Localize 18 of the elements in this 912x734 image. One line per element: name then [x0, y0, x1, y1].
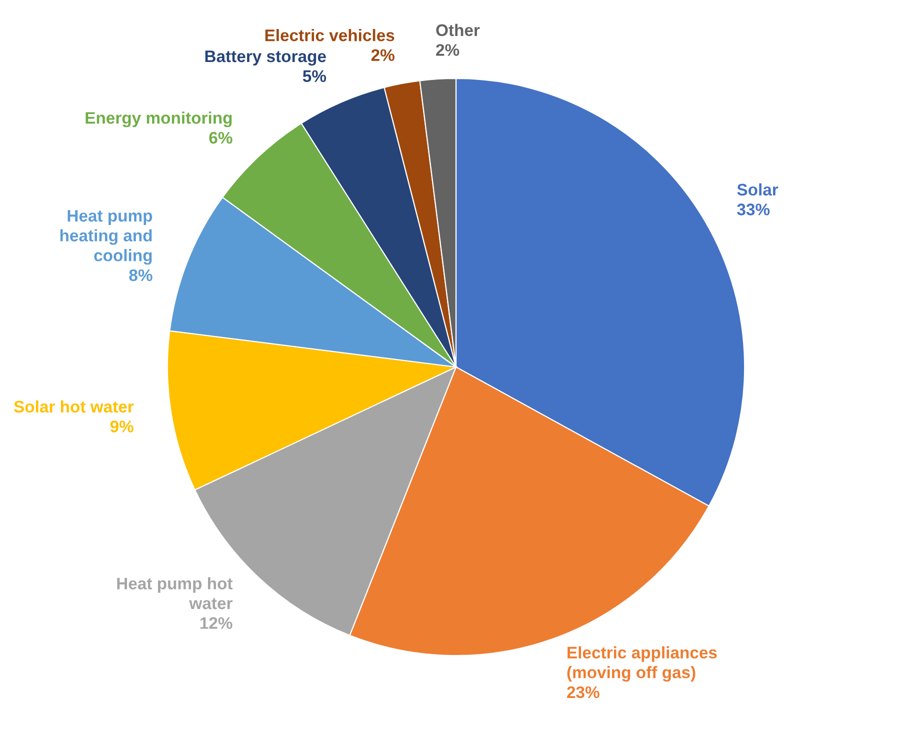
data-label: 2%: [436, 44, 460, 56]
data-label: 9%: [110, 420, 134, 432]
slice-label: Battery storage: [205, 50, 326, 66]
data-label: 6%: [209, 132, 232, 144]
slice-label: Energy monitoring: [86, 112, 232, 128]
slice-label: Electric vehicles: [265, 29, 394, 42]
slice-label: Other: [436, 24, 480, 36]
slice-label: Heat pump heating and cooling: [60, 210, 152, 265]
slice-label: Solar hot water: [14, 400, 134, 413]
data-label: 33%: [737, 204, 770, 216]
data-label: 8%: [129, 269, 152, 282]
data-label: 5%: [302, 70, 326, 82]
slice-label: Electric appliances (moving off gas): [567, 646, 717, 682]
slice-label: Solar: [737, 183, 778, 196]
data-label: 2%: [371, 49, 394, 61]
slice-label: Heat pump hot water: [117, 577, 233, 610]
data-label: 12%: [200, 617, 232, 629]
data-label: 23%: [567, 686, 600, 698]
